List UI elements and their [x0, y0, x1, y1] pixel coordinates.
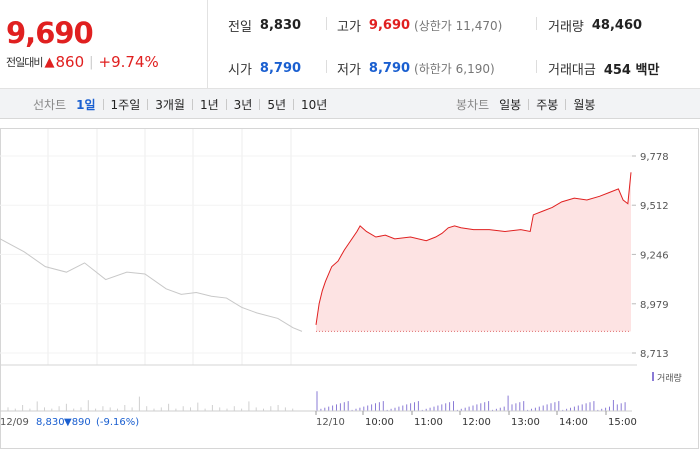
stat-label: 저가 — [337, 63, 361, 78]
divider: | — [89, 54, 94, 70]
prev-day-label: 12/09 — [0, 417, 29, 428]
stat-label: 고가 — [337, 20, 361, 35]
line-period-3[interactable]: 1년 — [199, 97, 219, 112]
chart-frame — [0, 128, 699, 449]
y-tick-label: 9,246 — [640, 250, 669, 261]
candle-chart-periods: 봉차트 일봉 주봉 월봉 — [456, 89, 595, 119]
x-tick-label: 13:00 — [511, 417, 540, 428]
prev-day-change: ▼890 — [64, 417, 91, 428]
stat-value: 454 백만 — [603, 63, 660, 78]
stat-sub: (하한가 6,190) — [414, 62, 495, 76]
divider — [536, 60, 537, 73]
y-tick-label: 8,979 — [640, 300, 669, 311]
line-period-5[interactable]: 5년 — [267, 97, 287, 112]
stat-prev-close: 전일 8,830 — [228, 16, 301, 35]
change-row: 전일대비 ▲ 860 | +9.74% — [6, 53, 159, 71]
line-period-0[interactable]: 1일 — [76, 97, 96, 112]
stat-sub: (상한가 11,470) — [414, 19, 503, 33]
divider — [565, 98, 567, 110]
line-period-1[interactable]: 1주일 — [110, 97, 141, 112]
candle-period-1[interactable]: 주봉 — [536, 97, 559, 112]
line-period-6[interactable]: 10년 — [301, 97, 328, 112]
x-tick-label: 12:00 — [462, 417, 491, 428]
price-chart[interactable]: 9,778 9,512 9,246 8,979 8,713 거래량 12/09 8,830 ▼8… — [0, 119, 700, 450]
stat-low: 저가 8,790 (하한가 6,190) — [337, 59, 495, 78]
stat-amount: 거래대금 454 백만 — [548, 59, 659, 78]
stat-open: 시가 8,790 — [228, 59, 301, 78]
stat-label: 시가 — [228, 63, 252, 78]
line-period-4[interactable]: 3년 — [233, 97, 253, 112]
prev-day-close: 8,830 — [36, 417, 65, 428]
stock-summary: 9,690 전일대비 ▲ 860 | +9.74% 전일 8,830 고가 9,… — [0, 0, 700, 89]
divider — [536, 17, 537, 30]
candle-period-0[interactable]: 일봉 — [499, 97, 522, 112]
y-tick-label: 9,512 — [640, 201, 669, 212]
line-chart-periods: 선차트 1일 1주일 3개월 1년 3년 5년 10년 — [33, 89, 327, 119]
stat-label: 거래대금 — [548, 63, 596, 78]
today-line — [315, 172, 632, 325]
divider — [191, 98, 193, 110]
x-tick-label: 10:00 — [365, 417, 394, 428]
prev-day-line — [0, 238, 303, 332]
current-price: 9,690 — [6, 16, 94, 50]
divider — [326, 60, 327, 73]
y-tick-label: 8,713 — [640, 349, 669, 360]
x-tick-label: 15:00 — [608, 417, 637, 428]
divider — [293, 98, 295, 110]
divider — [326, 17, 327, 30]
candle-chart-title: 봉차트 — [456, 97, 490, 112]
volume-legend: 거래량 — [657, 372, 682, 384]
period-bar: 선차트 1일 1주일 3개월 1년 3년 5년 10년 봉차트 일봉 주봉 월봉 — [0, 89, 700, 119]
change-percent: +9.74% — [98, 53, 159, 71]
day-label: 12/10 — [316, 417, 345, 428]
price-box: 9,690 전일대비 ▲ 860 | +9.74% — [0, 0, 208, 89]
line-period-2[interactable]: 3개월 — [155, 97, 185, 112]
divider — [259, 98, 261, 110]
stat-high: 고가 9,690 (상한가 11,470) — [337, 16, 502, 35]
change-value: 860 — [55, 53, 85, 71]
stat-label: 거래량 — [548, 20, 584, 35]
stat-value: 48,460 — [591, 18, 643, 33]
stat-volume: 거래량 48,460 — [548, 16, 642, 35]
stat-value: 8,790 — [259, 61, 302, 76]
prev-day-change-pct: (-9.16%) — [96, 417, 139, 428]
stat-value: 9,690 — [368, 18, 411, 33]
change-label: 전일대비 — [6, 56, 43, 69]
line-chart-title: 선차트 — [33, 97, 67, 112]
up-arrow-icon: ▲ — [44, 54, 55, 70]
divider — [528, 98, 530, 110]
x-tick-label: 11:00 — [414, 417, 443, 428]
stat-label: 전일 — [228, 20, 252, 35]
stat-value: 8,790 — [368, 61, 411, 76]
volume-legend-swatch — [652, 372, 654, 381]
y-tick-label: 9,778 — [640, 152, 669, 163]
stat-value: 8,830 — [259, 18, 302, 33]
candle-period-2[interactable]: 월봉 — [573, 97, 596, 112]
x-tick-label: 14:00 — [559, 417, 588, 428]
divider — [147, 98, 149, 110]
divider — [225, 98, 227, 110]
today-area — [316, 172, 631, 332]
divider — [102, 98, 104, 110]
